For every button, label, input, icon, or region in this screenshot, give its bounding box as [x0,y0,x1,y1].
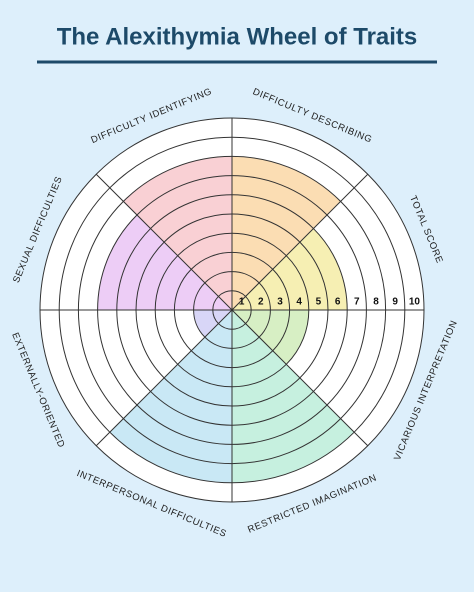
chart-title: The Alexithymia Wheel of Traits [57,23,418,50]
r-tick-label: 4 [296,297,302,308]
r-tick-label: 2 [258,297,264,308]
spoke-line [95,309,233,447]
r-tick-label: 10 [409,297,421,308]
sector-fill [193,310,232,338]
r-tick-label: 1 [239,297,245,308]
sector-fill [97,214,232,310]
sector-fill [109,310,232,483]
r-tick-label: 6 [335,297,341,308]
spoke-line [95,173,233,311]
spoke-line [231,309,369,447]
r-tick-label: 8 [373,297,379,308]
r-tick-label: 9 [392,297,398,308]
sector-fill [123,156,232,310]
sector-fill [232,228,348,310]
r-tick-label: 3 [277,297,283,308]
r-tick-label: 7 [354,297,360,308]
sector-fill [232,310,355,483]
spoke-line [231,173,369,311]
sector-fill [232,310,309,365]
r-tick-label: 5 [316,297,322,308]
sector-fill [232,156,341,310]
